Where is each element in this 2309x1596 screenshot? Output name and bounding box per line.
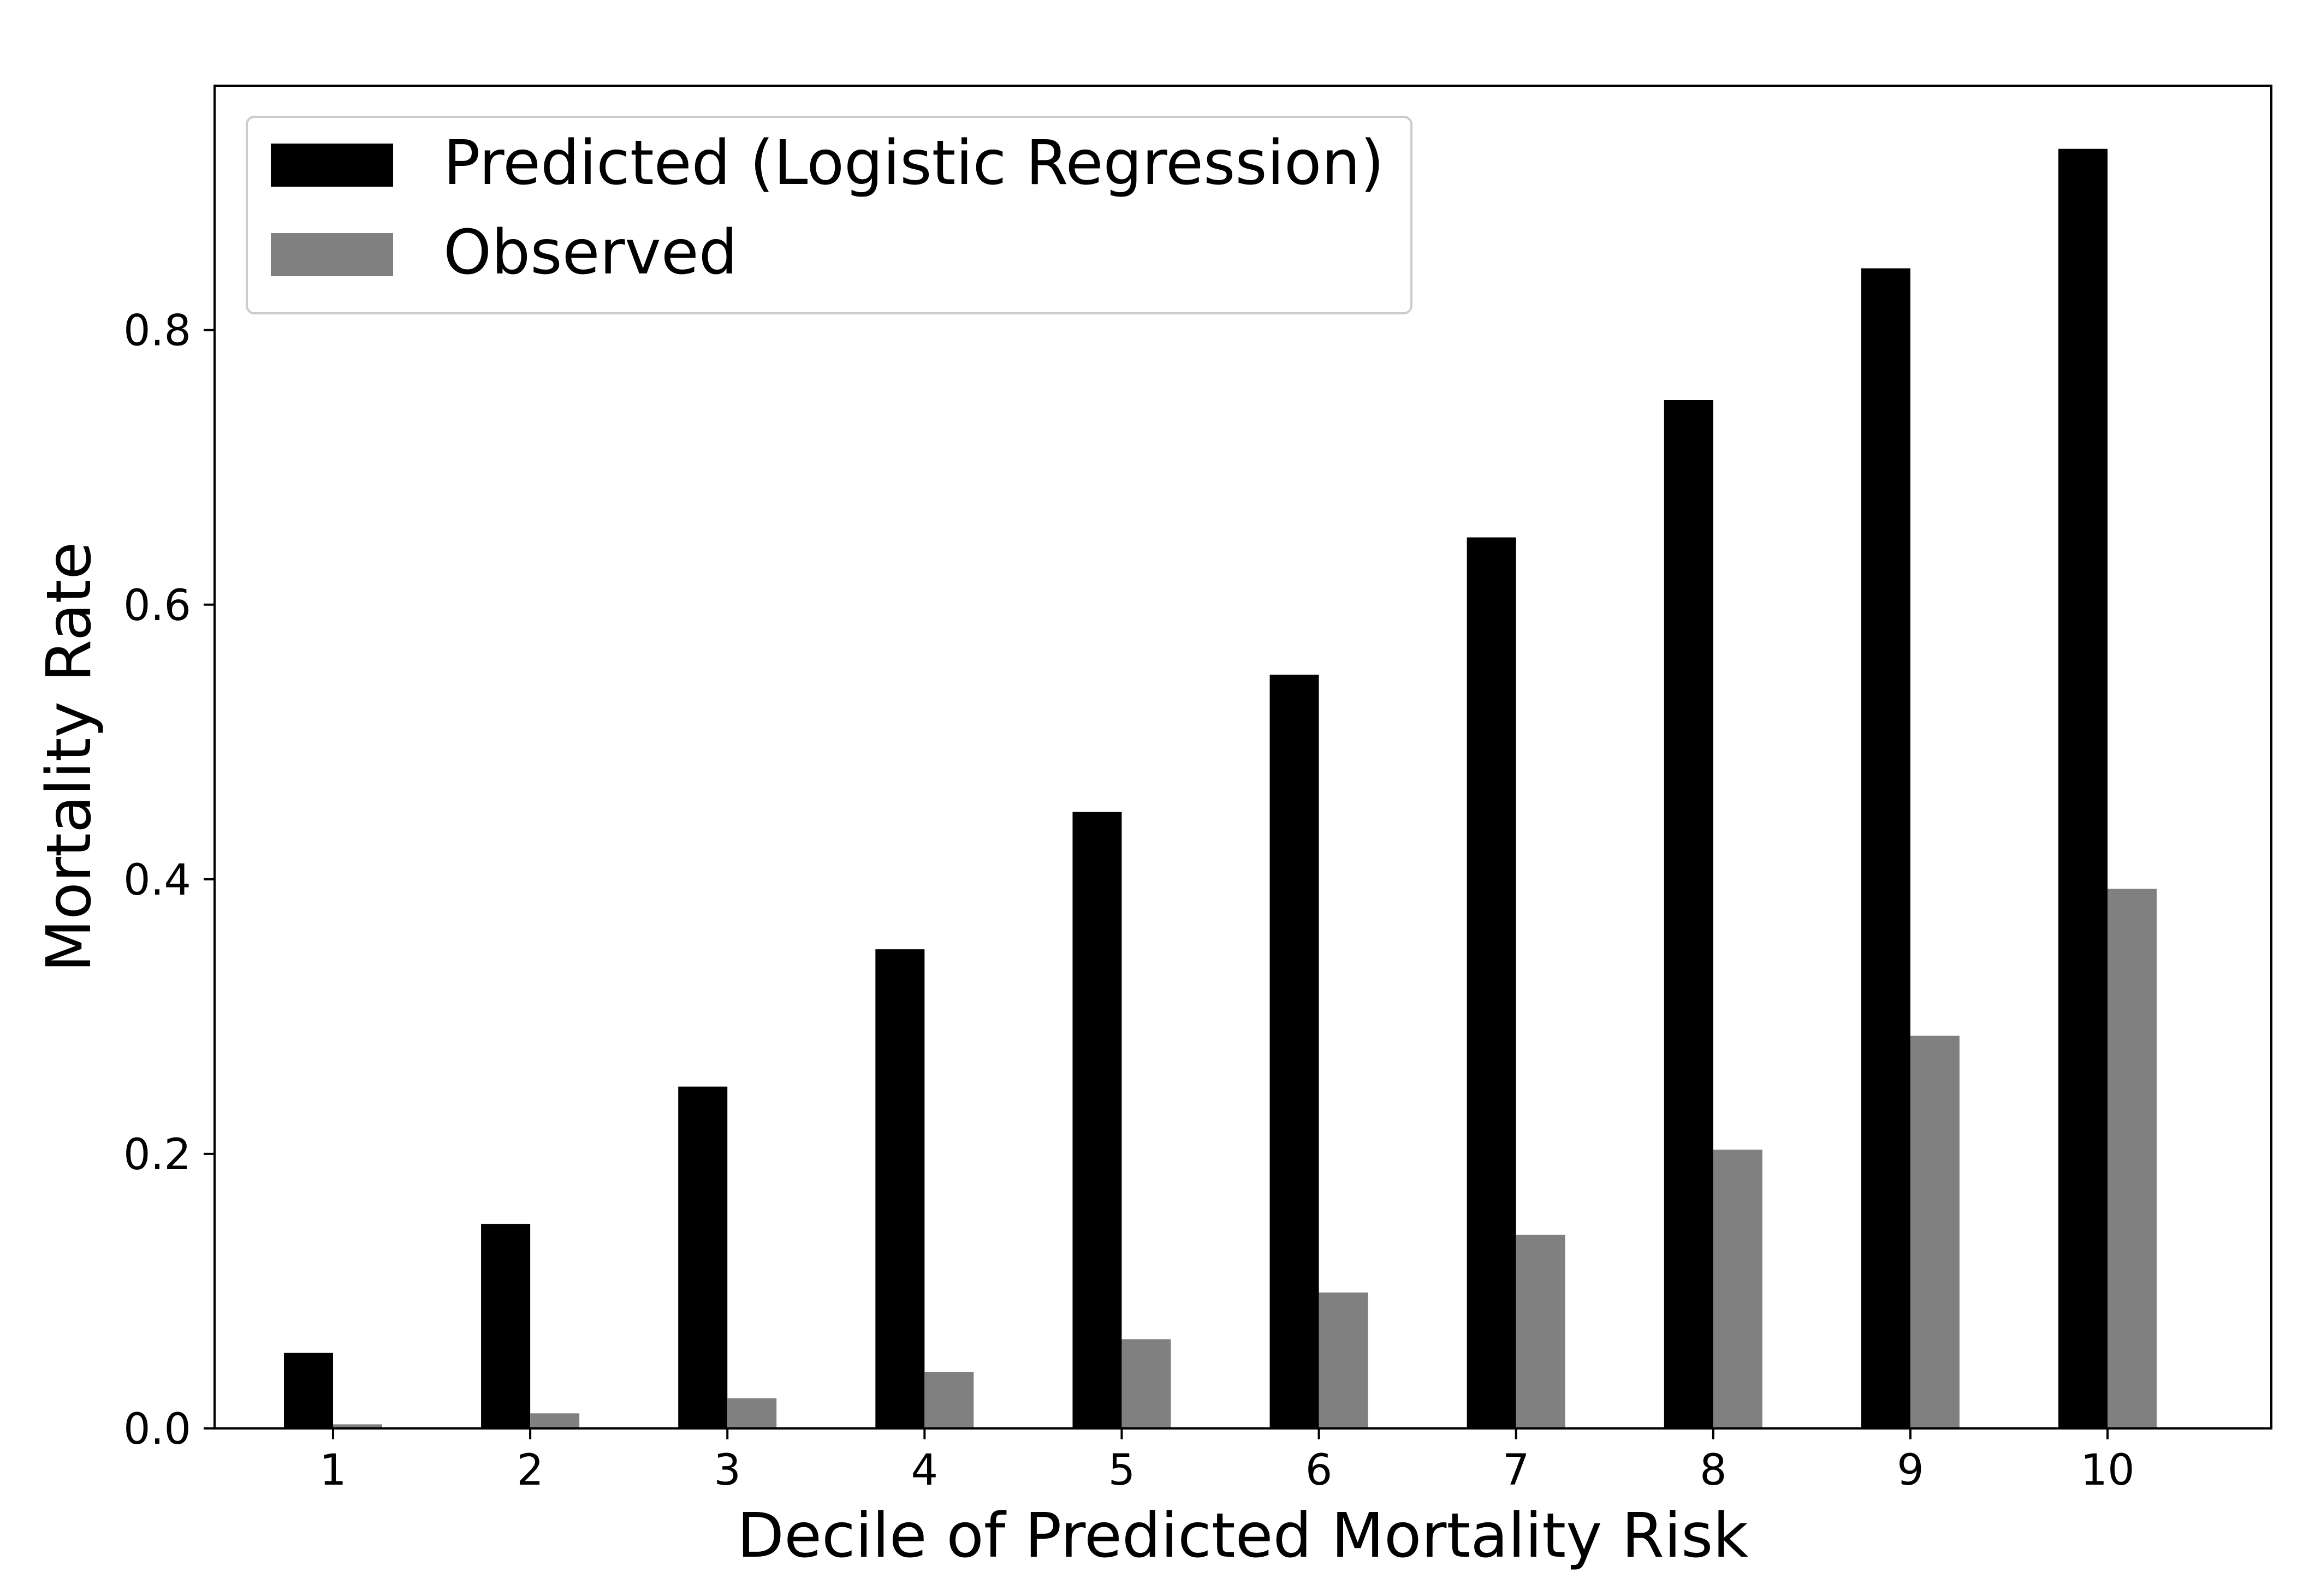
bar-predicted-7: [1467, 537, 1516, 1428]
x-axis-ticks: 1 2 3 4 5 6 7 8 9 10: [319, 1428, 2135, 1495]
bar-observed-8: [1713, 1150, 1762, 1428]
bar-observed-5: [1121, 1339, 1171, 1428]
y-tick-label: 0.6: [123, 581, 191, 630]
bar-predicted-9: [1861, 268, 1910, 1429]
bar-observed-7: [1516, 1235, 1565, 1428]
x-tick-label: 10: [2080, 1446, 2134, 1495]
bar-predicted-1: [284, 1353, 333, 1428]
x-tick-label: 3: [714, 1446, 741, 1495]
legend: Predicted (Logistic Regression) Observed: [246, 116, 1412, 314]
x-tick-label: 5: [1108, 1446, 1136, 1495]
legend-label-observed: Observed: [443, 217, 738, 288]
y-tick-label: 0.8: [123, 307, 191, 356]
bar-observed-9: [1910, 1035, 1960, 1428]
bar-predicted-8: [1664, 400, 1713, 1429]
bars-layer: [284, 148, 2157, 1429]
bar-predicted-2: [481, 1224, 531, 1428]
x-tick-label: 6: [1305, 1446, 1333, 1495]
y-axis-label: Mortality Rate: [34, 542, 105, 973]
bar-observed-10: [2108, 889, 2157, 1428]
bar-observed-6: [1319, 1292, 1368, 1428]
bar-predicted-3: [678, 1086, 728, 1428]
bar-predicted-10: [2058, 148, 2108, 1428]
x-tick-label: 2: [517, 1446, 544, 1495]
legend-frame: [246, 116, 1412, 314]
y-tick-label: 0.4: [123, 856, 191, 905]
x-axis-label: Decile of Predicted Mortality Risk: [737, 1500, 1748, 1571]
plot-frame: [213, 85, 2272, 1430]
x-tick-label: 7: [1503, 1446, 1530, 1495]
legend-label-predicted: Predicted (Logistic Regression): [443, 128, 1384, 199]
y-tick-label: 0.2: [123, 1130, 191, 1180]
bar-predicted-6: [1269, 675, 1319, 1428]
legend-swatch-predicted: [271, 144, 393, 187]
y-tick-label: 0.0: [123, 1405, 191, 1454]
bar-predicted-4: [875, 949, 925, 1428]
bar-observed-3: [727, 1398, 777, 1428]
bar-observed-4: [924, 1372, 974, 1428]
bar-observed-2: [530, 1413, 580, 1428]
x-tick-label: 4: [911, 1446, 939, 1495]
legend-swatch-observed: [271, 233, 393, 276]
x-tick-label: 9: [1897, 1446, 1924, 1495]
x-tick-label: 1: [319, 1446, 347, 1495]
x-tick-label: 8: [1700, 1446, 1727, 1495]
y-axis-ticks: 0.0 0.2 0.4 0.6 0.8: [123, 307, 215, 1454]
bar-observed-1: [333, 1424, 382, 1428]
bar-predicted-5: [1072, 812, 1122, 1428]
